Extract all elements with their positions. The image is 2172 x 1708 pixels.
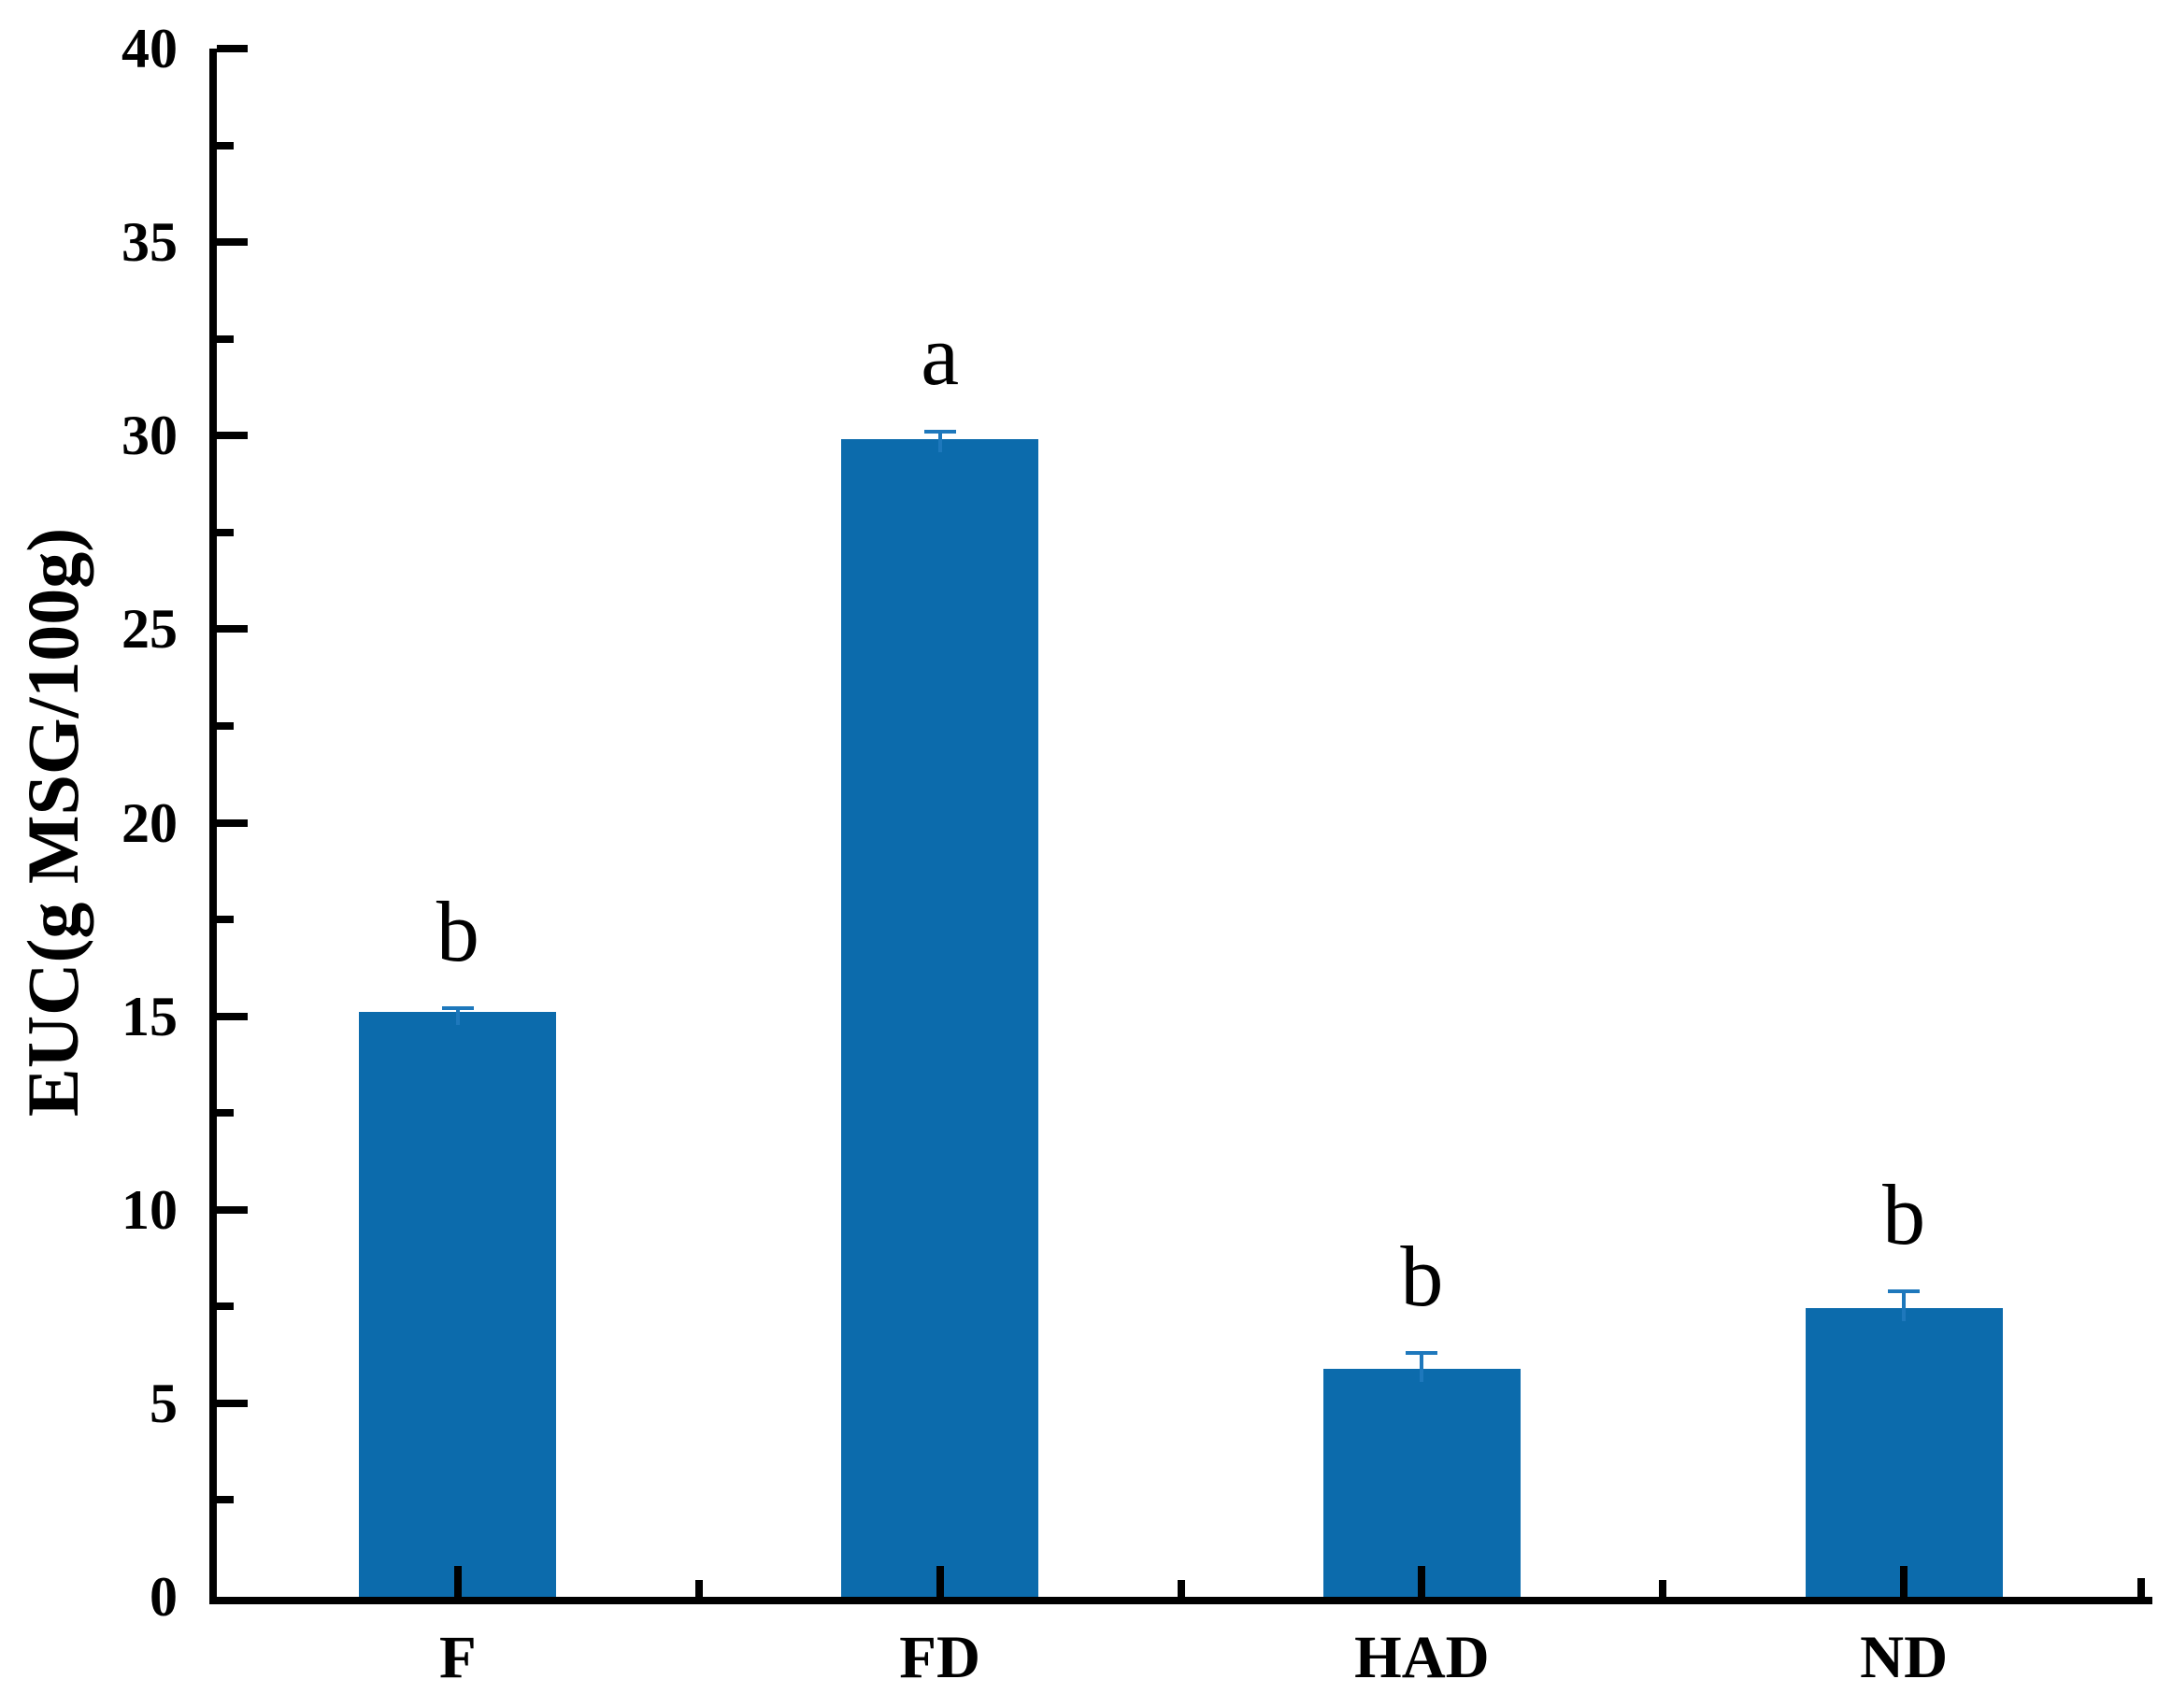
error-bar-cap [1406,1351,1438,1356]
y-axis-line [209,49,217,1604]
y-tick-label: 0 [150,1566,178,1628]
y-tick-label: 35 [121,211,178,274]
error-bar-cap [1888,1288,1921,1293]
x-major-tick [453,1566,462,1597]
y-major-tick [217,1012,248,1020]
y-minor-tick [217,141,234,149]
y-major-tick [217,238,248,247]
y-major-tick [217,1205,248,1214]
error-bar-cap [923,430,956,434]
y-tick-label: 30 [121,405,178,467]
y-minor-tick [217,1496,234,1504]
x-minor-tick [694,1580,703,1597]
x-tick-label: FD [899,1624,980,1691]
y-tick-label: 10 [121,1178,178,1241]
y-minor-tick [217,1109,234,1117]
x-minor-tick [1659,1580,1667,1597]
x-major-tick [1418,1566,1426,1597]
y-tick-label: 20 [121,791,178,854]
error-bar-stem [937,432,942,453]
sig-letter: b [1400,1229,1444,1325]
y-major-tick [217,1399,248,1407]
x-tick-label: HAD [1354,1624,1490,1691]
y-major-tick [217,625,248,633]
x-axis-line [209,1597,2152,1604]
y-major-tick [217,45,248,52]
sig-letter: a [921,307,960,404]
y-major-tick [217,818,248,827]
x-tick-label: ND [1860,1624,1949,1691]
y-minor-tick [217,1302,234,1311]
sig-letter: b [436,884,479,980]
error-bar-cap [441,1006,474,1011]
y-minor-tick [217,916,234,924]
y-tick-label: 5 [150,1372,178,1434]
y-major-tick [217,432,248,440]
y-tick-label: 25 [121,598,178,661]
x-tick-label: F [439,1624,477,1691]
error-bar-stem [1420,1353,1424,1382]
bar [359,1012,557,1597]
y-tick-label: 40 [121,18,178,79]
x-major-tick [936,1566,944,1597]
y-minor-tick [217,721,234,730]
x-major-tick [1900,1566,1908,1597]
error-bar-stem [455,1008,460,1026]
error-bar-stem [1902,1290,1907,1322]
y-tick-label: 15 [121,985,178,1047]
y-minor-tick [217,528,234,536]
y-minor-tick [217,334,234,343]
bar [1805,1308,2003,1597]
bar [1322,1368,1521,1597]
sig-letter: b [1882,1166,1926,1262]
bar [841,439,1039,1597]
x-minor-tick [1177,1580,1185,1597]
axis-end-tick [2137,1578,2145,1597]
